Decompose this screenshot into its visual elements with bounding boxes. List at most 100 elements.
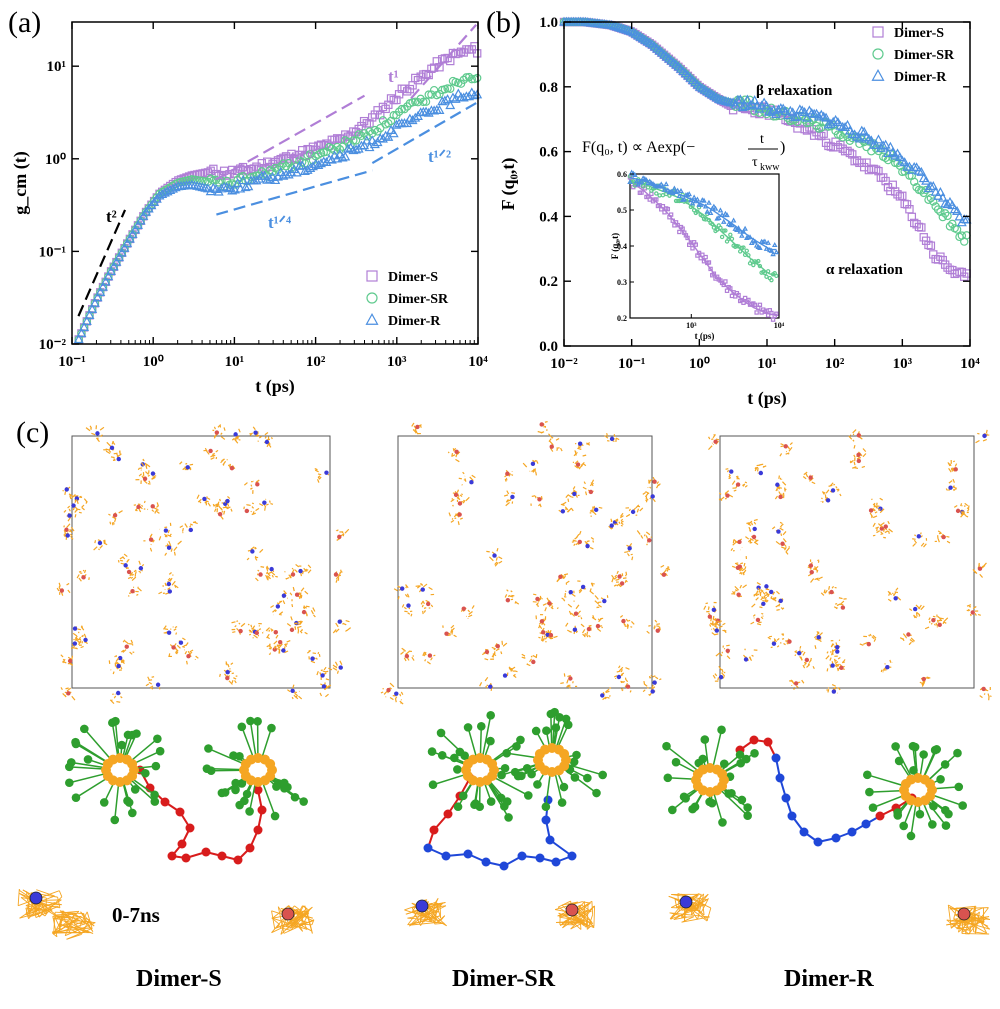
trajectory-segment xyxy=(799,656,803,661)
trajectory-segment xyxy=(772,640,774,643)
trajectory-segment xyxy=(138,570,142,574)
trajectory-segment xyxy=(910,637,916,642)
molecule-center xyxy=(188,527,194,533)
molecule-center xyxy=(72,641,78,646)
trajectory-segment xyxy=(572,539,577,542)
chain-atom xyxy=(545,835,555,845)
trajectory-segment xyxy=(776,608,780,611)
trajectory-segment xyxy=(872,522,876,527)
side-chain-atom xyxy=(743,803,752,812)
side-chain-atom xyxy=(512,742,521,751)
trajectory-segment xyxy=(532,468,535,473)
trajectory-cloud xyxy=(460,605,475,619)
trajectory-cloud xyxy=(393,584,410,600)
trajectory-segment xyxy=(706,610,710,613)
trajectory-cloud xyxy=(380,682,396,698)
trajectory-segment xyxy=(318,476,322,480)
trajectory-cloud xyxy=(270,600,284,616)
trajectory-segment xyxy=(747,539,751,543)
trajectory-segment xyxy=(732,541,737,546)
trajectory-cloud xyxy=(966,604,981,617)
trajectory-segment xyxy=(874,505,879,509)
trajectory-cloud xyxy=(828,482,842,497)
molecule-center xyxy=(400,586,405,591)
trajectory-segment xyxy=(112,521,115,525)
chain-atom xyxy=(771,753,781,763)
trajectory-segment xyxy=(787,446,791,450)
trajectory-segment xyxy=(802,664,806,669)
side-chain-atom xyxy=(155,746,165,756)
trace-segment xyxy=(677,893,680,911)
trajectory-segment xyxy=(278,611,284,616)
legend-entry: Dimer-SR xyxy=(894,48,955,63)
trajectory-segment xyxy=(749,537,754,541)
trajectory-segment xyxy=(883,536,886,539)
side-chain-atom xyxy=(217,788,227,798)
molecule-center xyxy=(95,431,100,436)
inset-data-point xyxy=(711,225,717,230)
trajectory-segment xyxy=(345,619,350,623)
trajectory-cloud xyxy=(972,562,987,578)
y-tick-label: 0.0 xyxy=(539,339,558,355)
molecule-center xyxy=(655,628,660,633)
molecule-center xyxy=(735,482,741,487)
data-point xyxy=(359,116,369,126)
data-point xyxy=(192,180,203,190)
side-chain-atom xyxy=(516,735,525,745)
trajectory-segment xyxy=(530,655,533,658)
trajectory-segment xyxy=(287,689,291,693)
trace-segment xyxy=(301,911,304,924)
trajectory-segment xyxy=(278,644,282,647)
side-chain-bond xyxy=(550,713,553,747)
data-point xyxy=(924,195,933,204)
trajectory-segment xyxy=(535,471,537,476)
data-point xyxy=(936,207,945,217)
trajectory-segment xyxy=(141,462,145,467)
trajectory-segment xyxy=(614,574,618,578)
data-point xyxy=(759,107,769,116)
chain-atom xyxy=(775,773,785,783)
side-chain-atom xyxy=(592,788,601,798)
trajectory-segment xyxy=(312,607,316,612)
data-point xyxy=(852,156,862,165)
molecule-center xyxy=(650,494,655,499)
data-point xyxy=(961,214,972,224)
data-point xyxy=(435,63,444,72)
trajectory-segment xyxy=(109,699,115,705)
trajectory-segment xyxy=(453,634,457,638)
trajectory-segment xyxy=(624,579,627,583)
trajectory-segment xyxy=(230,662,234,666)
trajectory-segment xyxy=(643,534,646,537)
trajectory-segment xyxy=(974,613,977,616)
side-chain-atom xyxy=(496,793,506,803)
trajectory-segment xyxy=(776,645,780,648)
molecule-center xyxy=(530,461,536,466)
inset-data-point xyxy=(739,232,745,238)
data-point xyxy=(802,112,812,122)
trajectory-segment xyxy=(853,461,856,466)
trajectory-cloud xyxy=(604,433,620,443)
trajectory-segment xyxy=(510,590,513,593)
molecule-center xyxy=(138,566,144,571)
trajectory-segment xyxy=(90,427,92,430)
trajectory-segment xyxy=(170,548,173,552)
legend-marker xyxy=(365,313,379,325)
inset-data-point xyxy=(671,185,678,191)
data-point xyxy=(439,95,450,105)
molecule-center xyxy=(548,632,554,638)
trajectory-segment xyxy=(814,638,820,641)
trajectory-cloud xyxy=(76,569,90,582)
trajectory-cloud xyxy=(582,479,595,496)
trajectory-segment xyxy=(757,587,761,592)
legend-entry: Dimer-S xyxy=(388,270,438,285)
trajectory-segment xyxy=(272,609,277,613)
side-chain-atom xyxy=(150,790,159,800)
trace-segment xyxy=(17,889,20,906)
molecule-center xyxy=(116,663,121,669)
data-point xyxy=(445,100,456,110)
molecule-center xyxy=(320,673,325,678)
data-point xyxy=(630,28,641,38)
trajectory-cloud xyxy=(458,471,476,486)
trajectory-segment xyxy=(276,645,280,649)
